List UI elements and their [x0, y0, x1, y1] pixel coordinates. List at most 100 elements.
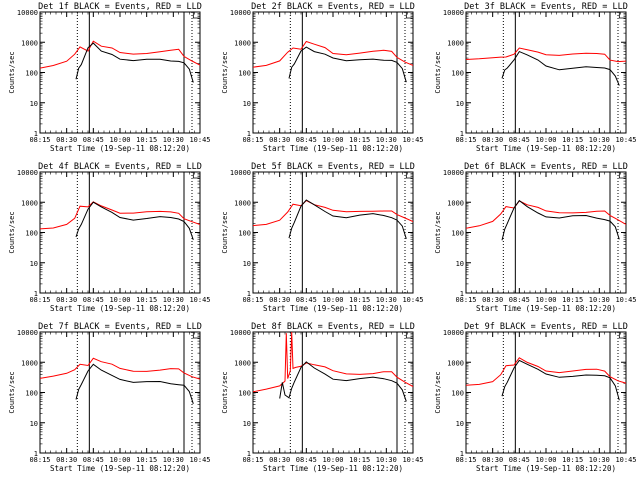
chart-panel: Det 8f BLACK = Events, RED = LLD 1 10 100 10…: [221, 322, 424, 473]
y-tick-label: 1000: [447, 39, 464, 47]
y-tick-label: 100: [25, 230, 38, 238]
lld-series-line: [40, 40, 200, 69]
y-axis-label: Counts/sec: [221, 51, 229, 93]
y-tick-label: 1000: [234, 199, 251, 207]
y-tick-label: 1: [34, 130, 38, 138]
interval-marker: [618, 332, 626, 339]
x-tick-label: 08:30: [56, 296, 77, 304]
x-tick-label: 10:45: [189, 296, 210, 304]
x-tick-label: 10:00: [535, 136, 556, 144]
x-tick-label: 08:30: [269, 296, 290, 304]
x-tick-label: 10:00: [109, 296, 130, 304]
y-tick-label: 1000: [21, 199, 38, 207]
y-tick-label: 10: [243, 260, 251, 268]
x-tick-label: 10:15: [349, 136, 370, 144]
events-series-line: [501, 199, 620, 241]
y-tick-label: 10: [456, 420, 464, 428]
interval-marker: [618, 172, 626, 179]
events-series-line: [501, 359, 620, 401]
y-tick-label: 10: [243, 420, 251, 428]
chart-title: Det 6f BLACK = Events, RED = LLD: [464, 162, 628, 172]
x-tick-label: 10:30: [376, 136, 397, 144]
interval-marker: [405, 172, 413, 179]
y-tick-label: 10000: [230, 329, 251, 337]
chart-title: Det 7f BLACK = Events, RED = LLD: [38, 322, 202, 332]
y-tick-label: 1: [247, 130, 251, 138]
events-series-line: [279, 361, 407, 402]
y-tick-label: 100: [238, 230, 251, 238]
plot-frame: [465, 171, 627, 294]
lld-series-line: [40, 357, 200, 380]
y-axis-label: Counts/sec: [434, 371, 442, 413]
x-tick-label: 08:45: [296, 136, 317, 144]
x-axis-label: Start Time (19-Sep-11 08:12:20): [50, 304, 190, 313]
y-tick-label: 10000: [230, 9, 251, 17]
x-tick-label: 10:15: [349, 456, 370, 464]
x-tick-label: 08:15: [242, 136, 263, 144]
events-series-line: [75, 42, 194, 83]
x-tick-label: 08:30: [482, 456, 503, 464]
y-tick-label: 10: [456, 100, 464, 108]
x-axis-label: Start Time (19-Sep-11 08:12:20): [476, 304, 616, 313]
x-tick-label: 10:45: [402, 296, 423, 304]
x-tick-label: 10:15: [136, 296, 157, 304]
lld-series-line: [253, 332, 413, 393]
chart-title: Det 4f BLACK = Events, RED = LLD: [38, 162, 202, 172]
plot-frame: [39, 171, 201, 294]
events-series-line: [288, 199, 407, 239]
y-tick-label: 10000: [443, 9, 464, 17]
chart-title: Det 3f BLACK = Events, RED = LLD: [464, 2, 628, 12]
interval-marker: [192, 12, 200, 19]
x-axis-label: Start Time (19-Sep-11 08:12:20): [50, 464, 190, 473]
y-axis-label: Counts/sec: [8, 211, 16, 253]
x-tick-label: 10:15: [136, 136, 157, 144]
x-tick-label: 10:00: [322, 296, 343, 304]
x-tick-label: 10:15: [349, 296, 370, 304]
x-tick-label: 10:00: [322, 456, 343, 464]
events-series-line: [75, 201, 194, 240]
x-tick-label: 10:30: [376, 296, 397, 304]
lld-series-line: [466, 357, 626, 386]
x-tick-label: 08:30: [482, 136, 503, 144]
y-axis-label: Counts/sec: [221, 371, 229, 413]
x-tick-label: 08:45: [83, 296, 104, 304]
x-tick-label: 08:45: [509, 136, 530, 144]
y-tick-label: 100: [238, 390, 251, 398]
interval-marker: [405, 12, 413, 19]
interval-marker: [405, 332, 413, 339]
lld-series-line: [253, 199, 413, 227]
x-tick-label: 08:15: [455, 136, 476, 144]
x-tick-label: 08:45: [296, 296, 317, 304]
events-series-line: [288, 46, 407, 83]
plot-frame: [252, 331, 414, 454]
x-tick-label: 08:45: [509, 456, 530, 464]
x-tick-label: 08:15: [242, 456, 263, 464]
chart-title: Det 1f BLACK = Events, RED = LLD: [38, 2, 202, 12]
x-tick-label: 10:45: [615, 136, 636, 144]
plot-frame: [465, 11, 627, 134]
y-tick-label: 100: [451, 390, 464, 398]
x-tick-label: 08:15: [242, 296, 263, 304]
chart-panel: Det 3f BLACK = Events, RED = LLD 1 10 100 10…: [434, 2, 637, 153]
lld-series-line: [40, 201, 200, 230]
chart-title: Det 9f BLACK = Events, RED = LLD: [464, 322, 628, 332]
chart-title: Det 2f BLACK = Events, RED = LLD: [251, 2, 415, 12]
y-tick-label: 10: [243, 100, 251, 108]
chart-panel: Det 2f BLACK = Events, RED = LLD 1 10 100 10…: [221, 2, 424, 153]
y-axis-label: Counts/sec: [434, 211, 442, 253]
y-tick-label: 100: [451, 70, 464, 78]
plot-frame: [252, 171, 414, 294]
x-tick-label: 08:45: [296, 456, 317, 464]
plot-frame: [39, 331, 201, 454]
y-tick-label: 1000: [234, 359, 251, 367]
x-tick-label: 10:15: [562, 136, 583, 144]
x-axis-label: Start Time (19-Sep-11 08:12:20): [476, 464, 616, 473]
y-axis-label: Counts/sec: [434, 51, 442, 93]
x-axis-label: Start Time (19-Sep-11 08:12:20): [263, 464, 403, 473]
y-tick-label: 1: [34, 450, 38, 458]
y-tick-label: 1000: [234, 39, 251, 47]
x-tick-label: 10:45: [189, 136, 210, 144]
x-tick-label: 10:45: [615, 296, 636, 304]
x-tick-label: 08:15: [29, 456, 50, 464]
plot-frame: [465, 331, 627, 454]
